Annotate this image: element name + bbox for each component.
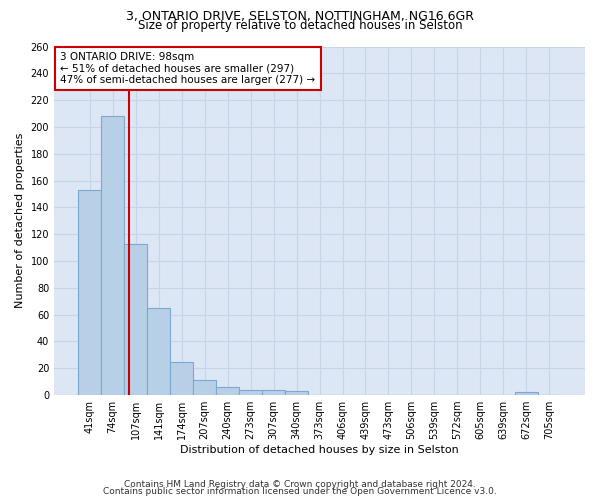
Text: 3 ONTARIO DRIVE: 98sqm
← 51% of detached houses are smaller (297)
47% of semi-de: 3 ONTARIO DRIVE: 98sqm ← 51% of detached…	[61, 52, 316, 85]
Bar	[193, 380, 216, 395]
Bar	[285, 391, 308, 395]
Bar	[515, 392, 538, 395]
Bar	[147, 308, 170, 395]
Text: Contains public sector information licensed under the Open Government Licence v3: Contains public sector information licen…	[103, 487, 497, 496]
Bar	[78, 190, 101, 395]
Text: Size of property relative to detached houses in Selston: Size of property relative to detached ho…	[137, 19, 463, 32]
Bar	[239, 390, 262, 395]
Text: 3, ONTARIO DRIVE, SELSTON, NOTTINGHAM, NG16 6GR: 3, ONTARIO DRIVE, SELSTON, NOTTINGHAM, N…	[126, 10, 474, 23]
Text: Contains HM Land Registry data © Crown copyright and database right 2024.: Contains HM Land Registry data © Crown c…	[124, 480, 476, 489]
Bar	[216, 387, 239, 395]
Y-axis label: Number of detached properties: Number of detached properties	[15, 133, 25, 308]
Bar	[101, 116, 124, 395]
Bar	[262, 390, 285, 395]
Bar	[170, 362, 193, 395]
Bar	[124, 244, 147, 395]
X-axis label: Distribution of detached houses by size in Selston: Distribution of detached houses by size …	[180, 445, 459, 455]
